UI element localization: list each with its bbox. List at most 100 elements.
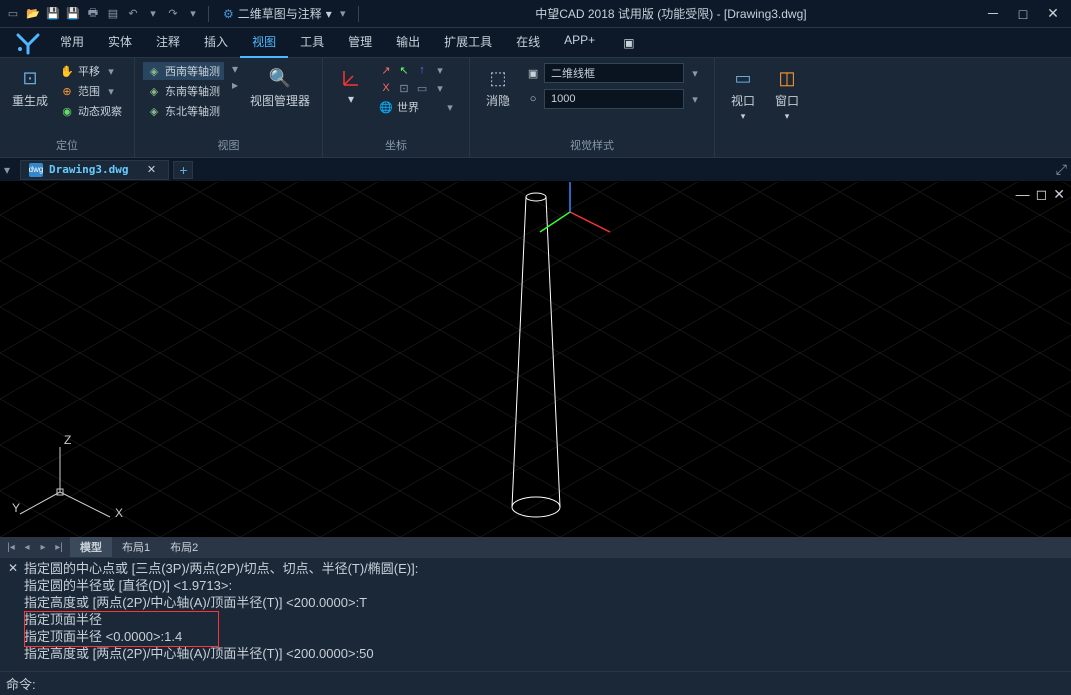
globe-icon: 🌐	[379, 100, 393, 114]
vp-restore-button[interactable]: ◻	[1036, 186, 1048, 203]
qat: ▭ 📂 💾 💾 🖶 ▤ ↶ ▾ ↷ ▾ ⚙ 二维草图与注释 ▾ ▾	[4, 5, 363, 23]
gear-icon: ⚙	[223, 7, 234, 21]
pan-button[interactable]: ✋平移▾	[56, 62, 126, 80]
tab-prev-icon[interactable]: ▾	[4, 163, 20, 177]
chevron-down-icon: ▾	[741, 111, 746, 122]
axis-icon: ↑	[415, 63, 429, 77]
qat-open-icon[interactable]: 📂	[24, 5, 42, 23]
dwg-icon: dwg	[29, 163, 43, 177]
ucs-a-button[interactable]: ↗↖↑▾	[375, 62, 461, 78]
chevron-down-icon: ▾	[104, 65, 118, 78]
regen-button[interactable]: ⊡ 重生成	[8, 62, 52, 113]
ucs-world-button[interactable]: 🌐世界▾	[375, 98, 461, 116]
nav-first-icon[interactable]: |◂	[4, 542, 18, 553]
menu-item-6[interactable]: 管理	[336, 27, 384, 58]
qat-new-icon[interactable]: ▭	[4, 5, 22, 23]
menu-item-7[interactable]: 输出	[384, 27, 432, 58]
chevron-down-icon: ▾	[104, 85, 118, 98]
view-manager-button[interactable]: 🔍 视图管理器	[246, 62, 314, 113]
se-iso-button[interactable]: ◈东南等轴测	[143, 82, 224, 100]
command-history-line: 指定顶面半径 <0.0000>:1.4	[24, 628, 1065, 645]
regen-label: 重生成	[12, 92, 48, 109]
chevron-down-icon: ▾	[348, 92, 354, 106]
menu-item-0[interactable]: 常用	[48, 27, 96, 58]
layout-tab-1[interactable]: 布局1	[112, 537, 160, 557]
wireframe-icon: ▣	[526, 66, 540, 80]
app-logo[interactable]	[8, 29, 48, 57]
ribbon-group-vstyle: ⬚ 消隐 ▣▾ ○▾ 视觉样式	[470, 58, 715, 157]
wireframe-input[interactable]	[544, 63, 684, 83]
command-history-line: 指定高度或 [两点(2P)/中心轴(A)/顶面半径(T)] <200.0000>…	[24, 594, 1065, 611]
hide-button[interactable]: ⬚ 消隐	[478, 62, 518, 113]
tab-add-button[interactable]: +	[173, 161, 193, 179]
menubar: 常用实体注释插入视图工具管理输出扩展工具在线APP+ ▣	[0, 28, 1071, 58]
ribbon-group-viewport: ▭ 视口 ▾ ◫ 窗口 ▾	[715, 58, 815, 157]
layout-tabbar: |◂ ◂ ▸ ▸| 模型布局1布局2	[0, 537, 1071, 557]
workspace-label: 二维草图与注释	[238, 5, 322, 22]
ne-iso-button[interactable]: ◈东北等轴测	[143, 102, 224, 120]
cube-icon: ◈	[147, 84, 161, 98]
ucs-button[interactable]: ▾	[331, 62, 371, 110]
menu-expand-icon[interactable]: ▣	[611, 30, 646, 56]
ucs-x-button[interactable]: X⊡▭▾	[375, 80, 461, 96]
layout-nav: |◂ ◂ ▸ ▸|	[0, 542, 70, 553]
menu-item-3[interactable]: 插入	[192, 27, 240, 58]
window-button[interactable]: ◫ 窗口 ▾	[767, 62, 807, 126]
layout-tab-2[interactable]: 布局2	[160, 537, 208, 557]
drawing-viewport[interactable]: X Y Z — ◻ ✕	[0, 182, 1071, 537]
qat-redo-icon[interactable]: ↷	[164, 5, 182, 23]
window-icon: ◫	[775, 66, 799, 90]
command-history[interactable]: ✕ 指定圆的中心点或 [三点(3P)/两点(2P)/切点、切点、半径(T)/椭圆…	[0, 558, 1071, 671]
qat-saveas-icon[interactable]: 💾	[64, 5, 82, 23]
scale-input[interactable]	[544, 89, 684, 109]
qat-print-icon[interactable]: 🖶	[84, 5, 102, 23]
menu-item-10[interactable]: APP+	[552, 27, 607, 58]
vmgr-label: 视图管理器	[250, 92, 310, 109]
qat-preview-icon[interactable]: ▤	[104, 5, 122, 23]
qat-more-icon[interactable]: ▾	[334, 5, 352, 23]
chevron-down-icon: ▾	[326, 7, 332, 21]
maximize-button[interactable]: □	[1009, 4, 1037, 24]
menu-item-5[interactable]: 工具	[288, 27, 336, 58]
wireframe-select[interactable]: ▣▾	[522, 62, 706, 84]
separator	[358, 6, 359, 22]
menu-item-4[interactable]: 视图	[240, 27, 288, 58]
workspace-selector[interactable]: ⚙ 二维草图与注释 ▾	[223, 5, 332, 22]
tabbar-expand-icon[interactable]: ⤢	[1056, 161, 1067, 178]
layout-tab-0[interactable]: 模型	[70, 537, 112, 557]
qat-save-icon[interactable]: 💾	[44, 5, 62, 23]
nav-last-icon[interactable]: ▸|	[52, 542, 66, 553]
close-button[interactable]: ✕	[1039, 4, 1067, 24]
document-tab[interactable]: dwg Drawing3.dwg ✕	[20, 160, 169, 180]
menu-item-9[interactable]: 在线	[504, 27, 552, 58]
svg-text:X: X	[115, 506, 123, 520]
ribbon-group-locate: ⊡ 重生成 ✋平移▾ ⊕范围▾ ◉动态观察 定位	[0, 58, 135, 157]
view-manager-icon: 🔍	[268, 66, 292, 90]
minimize-button[interactable]: －	[979, 4, 1007, 24]
cmd-close-icon[interactable]: ✕	[8, 560, 18, 577]
orbit-icon: ◉	[60, 104, 74, 118]
menu-items: 常用实体注释插入视图工具管理输出扩展工具在线APP+	[48, 27, 607, 58]
menu-item-1[interactable]: 实体	[96, 27, 144, 58]
viewport-button[interactable]: ▭ 视口 ▾	[723, 62, 763, 126]
orbit-button[interactable]: ◉动态观察	[56, 102, 126, 120]
chevron-down-icon[interactable]: ▸	[228, 78, 242, 92]
qat-dd-icon[interactable]: ▾	[144, 5, 162, 23]
menu-item-8[interactable]: 扩展工具	[432, 27, 504, 58]
tab-close-button[interactable]: ✕	[142, 163, 160, 176]
qat-dd2-icon[interactable]: ▾	[184, 5, 202, 23]
nav-next-icon[interactable]: ▸	[36, 542, 50, 553]
command-input-row[interactable]: 命令:	[0, 671, 1071, 695]
menu-item-2[interactable]: 注释	[144, 27, 192, 58]
nav-prev-icon[interactable]: ◂	[20, 542, 34, 553]
command-window: ✕ 指定圆的中心点或 [三点(3P)/两点(2P)/切点、切点、半径(T)/椭圆…	[0, 557, 1071, 695]
cube-icon: ◈	[147, 104, 161, 118]
qat-undo-icon[interactable]: ↶	[124, 5, 142, 23]
hide-label: 消隐	[486, 92, 510, 109]
extents-button[interactable]: ⊕范围▾	[56, 82, 126, 100]
chevron-down-icon[interactable]: ▾	[228, 62, 242, 76]
sw-iso-button[interactable]: ◈西南等轴测	[143, 62, 224, 80]
scale-select[interactable]: ○▾	[522, 88, 706, 110]
vp-close-button[interactable]: ✕	[1053, 186, 1065, 203]
vp-minimize-button[interactable]: —	[1016, 186, 1030, 203]
